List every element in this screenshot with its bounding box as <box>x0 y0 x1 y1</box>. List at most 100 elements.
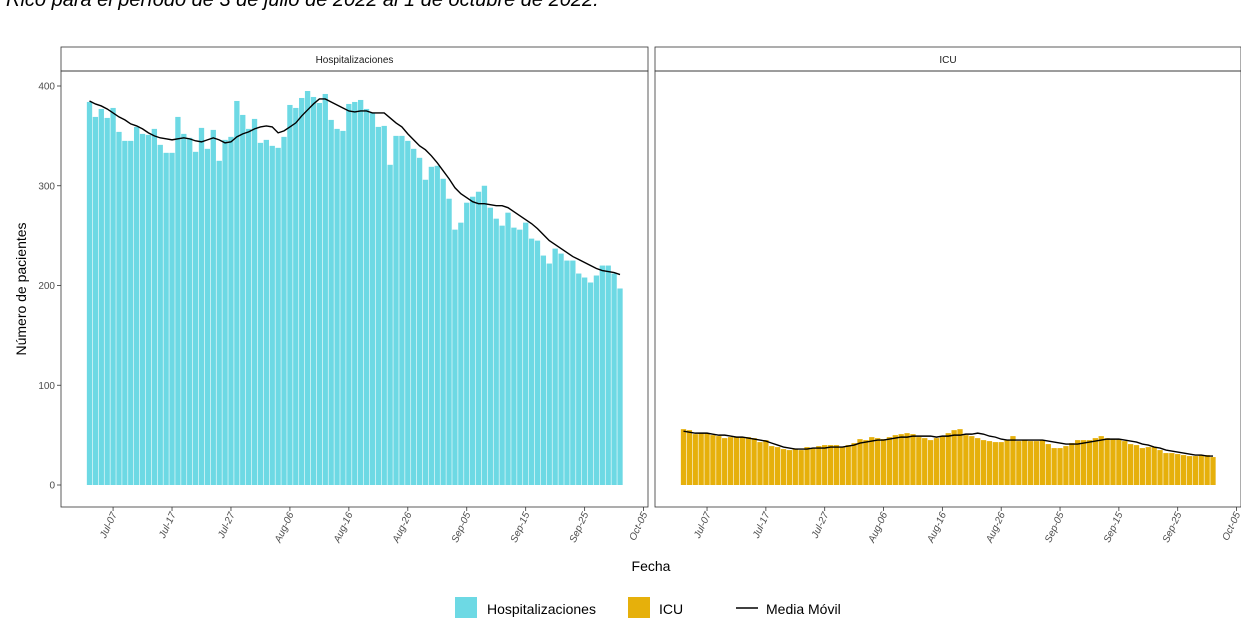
x-tick-label: Jul-27 <box>810 510 832 541</box>
bar <box>816 446 822 485</box>
x-tick-label: Oct-05 <box>628 510 651 542</box>
bar <box>452 229 458 485</box>
bar <box>1004 440 1010 485</box>
facet-strip-label: ICU <box>939 55 956 66</box>
bar <box>98 108 104 485</box>
x-tick-label: Aug-16 <box>925 510 949 545</box>
y-tick-label: 200 <box>38 281 55 292</box>
bar <box>945 433 951 485</box>
y-tick-label: 400 <box>38 82 55 93</box>
bar <box>122 140 128 486</box>
bar <box>499 225 505 485</box>
bar <box>716 436 722 485</box>
bar <box>1175 454 1181 485</box>
bar <box>1063 446 1069 485</box>
bar <box>145 134 152 485</box>
bar <box>898 434 904 485</box>
bar <box>827 445 834 485</box>
bar <box>493 218 499 486</box>
bar <box>110 107 116 485</box>
bar <box>722 438 728 485</box>
bar <box>1086 440 1093 485</box>
bar <box>780 449 787 485</box>
bar <box>1204 455 1210 485</box>
x-tick-label: Aug-26 <box>984 510 1008 545</box>
bar <box>710 435 716 486</box>
bar <box>869 437 875 485</box>
y-tick-label: 300 <box>38 181 55 192</box>
bar <box>680 429 687 485</box>
bar <box>570 260 576 485</box>
bar <box>257 142 264 486</box>
bar <box>552 248 558 485</box>
bar <box>369 112 376 486</box>
bar <box>1169 453 1175 485</box>
bar <box>469 196 476 485</box>
bar <box>1080 440 1087 485</box>
bar <box>269 145 275 485</box>
panel-frame <box>654 70 1241 508</box>
x-tick-label: Aug-26 <box>390 510 414 545</box>
bar <box>287 104 293 485</box>
bar <box>892 435 898 486</box>
moving-average-line <box>683 430 1213 457</box>
y-axis-title: Número de pacientes <box>13 222 29 355</box>
bar <box>528 238 535 485</box>
bar <box>576 273 582 485</box>
bar <box>422 179 429 485</box>
bar <box>222 139 228 485</box>
bar <box>851 443 857 485</box>
bar <box>916 437 922 485</box>
bar <box>1116 439 1122 485</box>
bar <box>163 152 169 485</box>
bar <box>517 229 523 485</box>
x-tick-label: Aug-06 <box>866 510 890 545</box>
bar <box>1016 441 1022 485</box>
bar <box>304 90 311 486</box>
bar <box>1027 441 1034 485</box>
bar <box>904 433 910 485</box>
bar <box>863 440 869 485</box>
bar <box>992 442 998 485</box>
bar <box>428 166 435 486</box>
bar <box>745 437 751 485</box>
bar <box>739 437 745 485</box>
bar <box>804 447 810 485</box>
bar <box>86 101 93 486</box>
bar <box>523 222 529 485</box>
bar <box>357 99 364 486</box>
bar <box>939 436 946 485</box>
bar <box>210 129 216 485</box>
bar <box>228 136 234 485</box>
bar <box>310 96 317 485</box>
bar <box>998 442 1004 485</box>
bar <box>1163 453 1169 485</box>
bar <box>187 137 193 485</box>
moving-average-line <box>89 98 621 276</box>
bar <box>128 140 134 486</box>
bar <box>540 255 547 485</box>
bar <box>416 157 423 485</box>
bar <box>1033 441 1040 485</box>
bar <box>1075 440 1081 485</box>
bar <box>1186 456 1193 485</box>
bar <box>581 277 588 485</box>
bar <box>192 151 199 485</box>
x-tick-label: Sep-05 <box>450 510 474 544</box>
x-tick-label: Sep-25 <box>568 510 592 544</box>
bar <box>774 447 781 485</box>
x-tick-label: Jul-27 <box>216 510 238 541</box>
bar <box>922 438 928 485</box>
x-tick-label: Oct-05 <box>1221 510 1241 542</box>
bar <box>1039 440 1046 485</box>
bar <box>1198 455 1204 485</box>
bar <box>169 152 175 485</box>
x-tick-label: Sep-05 <box>1043 510 1067 544</box>
bar <box>546 263 552 485</box>
bar <box>692 434 698 485</box>
bar <box>116 131 122 485</box>
bar <box>216 160 222 485</box>
bar <box>275 147 281 485</box>
legend-swatch-hospitalizaciones <box>455 597 477 618</box>
